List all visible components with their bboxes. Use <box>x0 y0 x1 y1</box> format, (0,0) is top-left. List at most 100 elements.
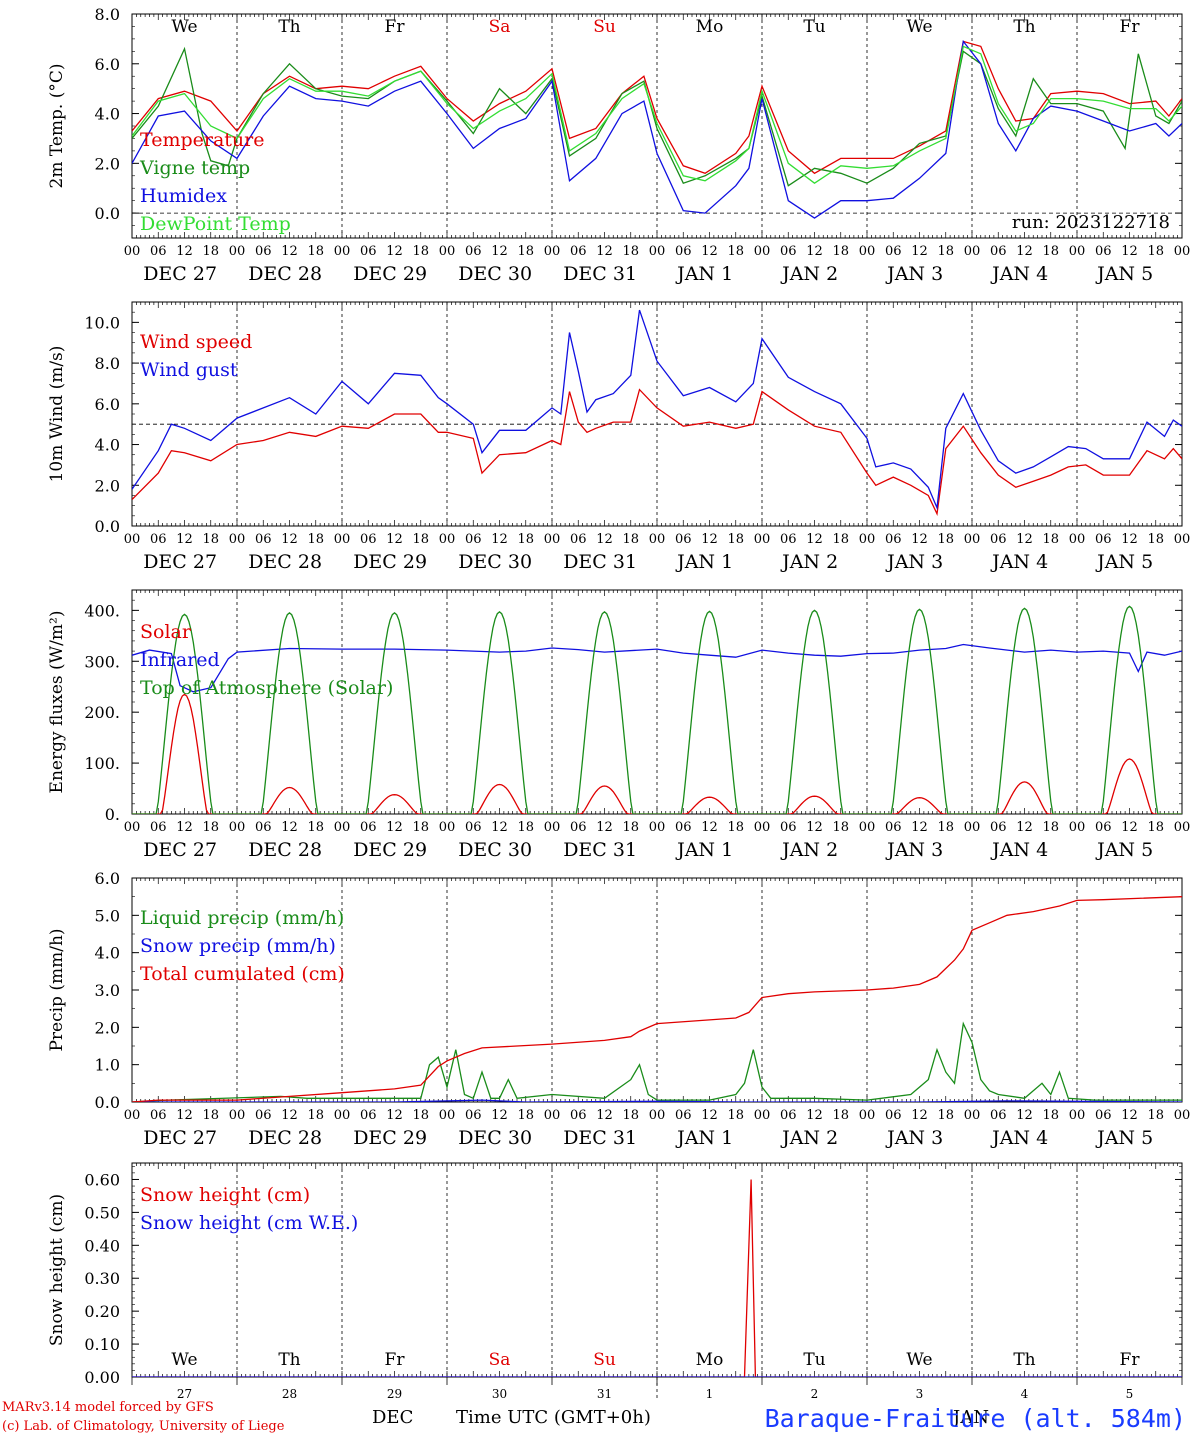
x-hour-label: 00 <box>859 532 876 547</box>
x-hour-label: 18 <box>517 820 534 835</box>
x-hour-label: 00 <box>964 820 981 835</box>
x-hour-label: 06 <box>1095 1108 1112 1123</box>
x-hour-label: 00 <box>1174 532 1191 547</box>
station-name: Baraque-Fraiture (alt. 584m) <box>764 1404 1186 1433</box>
y-tick-label: 6.0 <box>95 869 120 888</box>
x-hour-label: 18 <box>832 532 849 547</box>
x-hour-label: 06 <box>255 244 272 259</box>
x-hour-label: 00 <box>964 244 981 259</box>
x-date-label: DEC 28 <box>248 839 322 861</box>
x-hour-label: 00 <box>544 532 561 547</box>
panel-3: 400. 300. 200. 100. 0. Energy fluxes (W/m²) So… <box>47 589 1191 861</box>
y-tick-label: 0.60 <box>84 1170 120 1189</box>
panel-4: 6.0 5.0 4.0 3.0 2.0 1.0 0.0 Precip (mm/h) Liquid… <box>47 869 1190 1149</box>
x-hour-label: 06 <box>255 532 272 547</box>
x-date-label: DEC 28 <box>248 551 322 573</box>
x-hour-label: 18 <box>937 1108 954 1123</box>
x-hour-label: 06 <box>570 532 587 547</box>
x-hour-label: 18 <box>202 244 219 259</box>
x-hour-label: 18 <box>622 244 639 259</box>
x-hour-label: 12 <box>911 1108 928 1123</box>
x-hour-label: 18 <box>517 1108 534 1123</box>
x-axis-title: Time UTC (GMT+0h) <box>456 1407 651 1428</box>
x-date-label: DEC 30 <box>458 263 532 285</box>
x-hour-label: 06 <box>780 1108 797 1123</box>
x-hour-label: 18 <box>1147 532 1164 547</box>
x-date-label: JAN 4 <box>990 263 1048 285</box>
x-hour-label: 00 <box>1069 820 1086 835</box>
x-date-label: DEC 30 <box>458 1127 532 1149</box>
x-hour-label: 06 <box>570 1108 587 1123</box>
plot-frame <box>131 589 1183 815</box>
x-hour-label: 00 <box>229 820 246 835</box>
x-hour-label: 18 <box>202 532 219 547</box>
x-date-label: JAN 3 <box>885 1127 943 1149</box>
x-hour-label: 00 <box>964 532 981 547</box>
legend-entry: Top of Atmosphere (Solar) <box>140 677 393 699</box>
x-hour-label: 00 <box>964 1108 981 1123</box>
run-label: run: 2023122718 <box>1012 212 1170 233</box>
x-date-label: JAN 3 <box>885 839 943 861</box>
x-hour-label: 00 <box>334 532 351 547</box>
x-hour-label: 18 <box>937 532 954 547</box>
x-hour-label: 12 <box>176 820 193 835</box>
x-hour-label: 00 <box>544 1108 561 1123</box>
x-hour-label: 00 <box>124 244 141 259</box>
x-date-label: DEC 27 <box>143 263 217 285</box>
x-date-label: DEC 31 <box>563 263 637 285</box>
weekday-label: Mo <box>696 17 724 37</box>
x-hour-label: 18 <box>727 820 744 835</box>
x-hour-label: 00 <box>1174 820 1191 835</box>
series-line-dewpoint-temp <box>132 45 1182 184</box>
weekday-label: Mo <box>696 1350 724 1370</box>
panel-1: 8.0 6.0 4.0 2.0 0.0 2m Temp. (°C) We Th Fr Sa Su Mo… <box>47 5 1190 285</box>
x-hour-label: 00 <box>124 1108 141 1123</box>
x-hour-label: 12 <box>1121 244 1138 259</box>
x-hour-label: 06 <box>990 532 1007 547</box>
x-hour-label: 06 <box>570 820 587 835</box>
legend-entry: Vigne temp <box>139 157 250 179</box>
x-hour-label: 18 <box>307 244 324 259</box>
x-hour-label: 06 <box>780 532 797 547</box>
x-hour-label: 18 <box>937 820 954 835</box>
series-line-wind-gust <box>132 309 1182 511</box>
weekday-label: Su <box>593 1350 616 1370</box>
x-hour-label: 18 <box>517 244 534 259</box>
panel-2: 10.0 8.0 6.0 4.0 2.0 0.0 10m Wind (m/s) Wind sp… <box>47 301 1191 573</box>
x-date-label: JAN 1 <box>675 839 733 861</box>
weekday-label: Th <box>1013 17 1035 37</box>
x-hour-label: 06 <box>1095 244 1112 259</box>
series-line-liquid-precip-mm-h- <box>132 1021 1182 1102</box>
x-hour-label: 18 <box>1147 820 1164 835</box>
x-hour-label: 12 <box>911 244 928 259</box>
x-hour-label: 06 <box>570 244 587 259</box>
x-hour-label: 00 <box>1069 244 1086 259</box>
x-hour-label: 06 <box>675 820 692 835</box>
x-hour-label: 12 <box>386 532 403 547</box>
x-hour-label: 00 <box>859 820 876 835</box>
x-hour-label: 12 <box>596 244 613 259</box>
x-hour-label: 12 <box>1016 820 1033 835</box>
x-date-label: JAN 1 <box>675 1127 733 1149</box>
x-hour-label: 18 <box>727 244 744 259</box>
weekday-label: Fr <box>385 17 406 37</box>
x-hour-label: 12 <box>1121 820 1138 835</box>
x-hour-label: 06 <box>360 244 377 259</box>
x-hour-label: 12 <box>491 532 508 547</box>
x-hour-label: 12 <box>281 244 298 259</box>
x-hour-label: 00 <box>1174 244 1191 259</box>
weekday-label: Th <box>278 17 300 37</box>
legend-entry: Humidex <box>140 185 227 207</box>
x-hour-label: 00 <box>544 820 561 835</box>
x-hour-label: 00 <box>754 532 771 547</box>
x-date-label: DEC 29 <box>353 1127 427 1149</box>
y-tick-label: 0.20 <box>84 1302 120 1321</box>
x-hour-label: 00 <box>124 820 141 835</box>
y-tick-label: 4.0 <box>95 105 120 124</box>
x-day-number: 5 <box>1126 1387 1134 1401</box>
x-hour-label: 06 <box>990 244 1007 259</box>
legend-entry: Wind gust <box>140 359 238 381</box>
x-hour-label: 12 <box>281 1108 298 1123</box>
x-date-label: DEC 30 <box>458 839 532 861</box>
x-hour-label: 06 <box>360 820 377 835</box>
